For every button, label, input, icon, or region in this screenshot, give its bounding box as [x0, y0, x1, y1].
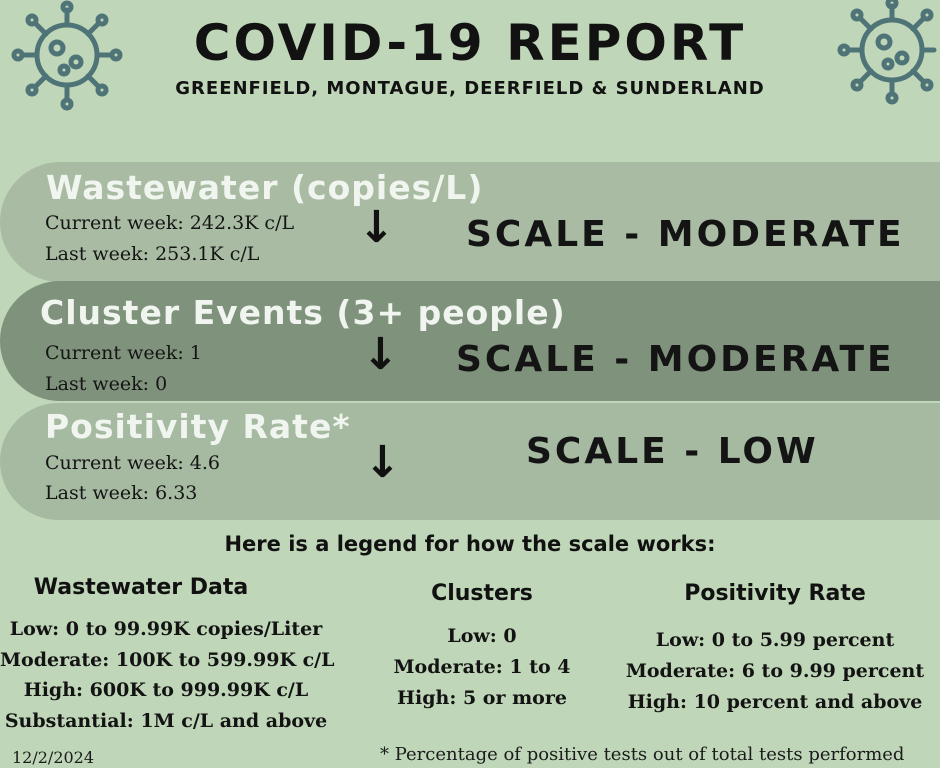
legend-wastewater-moderate: Moderate: 100K to 599.99K c/L — [0, 649, 335, 671]
cluster-title: Cluster Events (3+ people) — [40, 293, 566, 332]
legend-heading: Here is a legend for how the scale works… — [224, 532, 716, 556]
report-title: COVID-19 REPORT — [193, 14, 747, 72]
virus-icon-right — [837, 0, 937, 105]
legend-positivity-moderate: Moderate: 6 to 9.99 percent — [625, 660, 925, 682]
legend-wastewater-title: Wastewater Data — [33, 575, 249, 600]
report-subtitle: GREENFIELD, MONTAGUE, DEERFIELD & SUNDER… — [175, 78, 765, 99]
wastewater-title: Wastewater (copies/L) — [46, 168, 484, 207]
wastewater-current-week: Current week: 242.3K c/L — [45, 212, 295, 234]
cluster-band: Cluster Events (3+ people) Current week:… — [0, 281, 940, 401]
positivity-scale: SCALE - LOW — [526, 431, 819, 472]
positivity-title: Positivity Rate* — [45, 407, 351, 446]
positivity-footnote: * Percentage of positive tests out of to… — [380, 744, 905, 765]
wastewater-band: Wastewater (copies/L) Current week: 242.… — [0, 162, 940, 282]
report-date: 12/2/2024 — [12, 748, 95, 767]
legend-positivity-low: Low: 0 to 5.99 percent — [655, 629, 895, 651]
wastewater-last-week: Last week: 253.1K c/L — [45, 243, 260, 265]
cluster-current-week: Current week: 1 — [45, 342, 202, 364]
legend-clusters-low: Low: 0 — [447, 625, 517, 647]
legend-wastewater-low: Low: 0 to 99.99K copies/Liter — [9, 618, 323, 640]
cluster-scale: SCALE - MODERATE — [456, 339, 895, 380]
legend-clusters-moderate: Moderate: 1 to 4 — [393, 656, 571, 678]
legend-wastewater-high: High: 600K to 999.99K c/L — [23, 679, 309, 701]
legend-positivity-high: High: 10 percent and above — [627, 691, 923, 713]
down-arrow-icon: ↓ — [362, 329, 399, 380]
legend-clusters-title: Clusters — [431, 581, 533, 606]
positivity-last-week: Last week: 6.33 — [45, 482, 198, 504]
legend-clusters-high: High: 5 or more — [397, 687, 567, 709]
cluster-last-week: Last week: 0 — [45, 373, 168, 395]
down-arrow-icon: ↓ — [364, 437, 401, 488]
down-arrow-icon: ↓ — [358, 202, 395, 253]
legend-wastewater-substantial: Substantial: 1M c/L and above — [4, 710, 328, 732]
wastewater-scale: SCALE - MODERATE — [466, 214, 905, 255]
positivity-band: Positivity Rate* Current week: 4.6 Last … — [0, 403, 940, 520]
positivity-current-week: Current week: 4.6 — [45, 452, 221, 474]
legend-positivity-title: Positivity Rate — [684, 581, 866, 606]
virus-icon-left — [11, 0, 123, 111]
